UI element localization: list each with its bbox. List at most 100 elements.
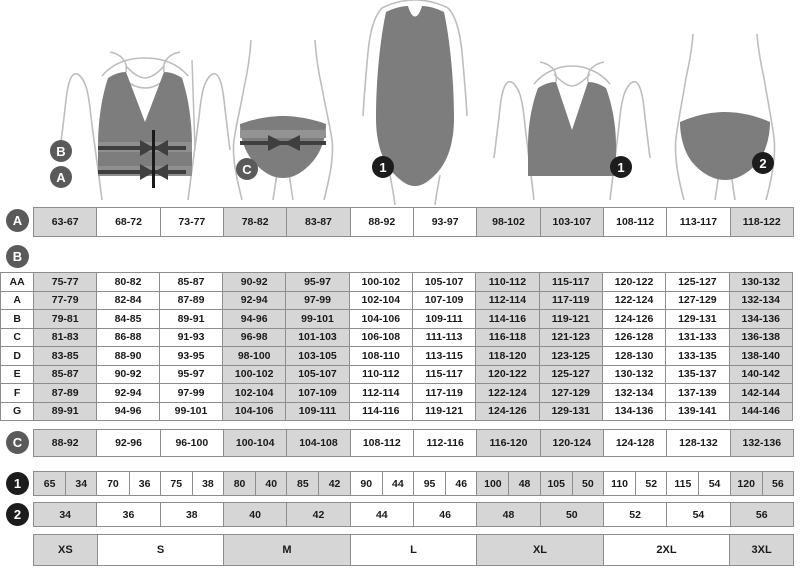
bikini-bottom-illustration: 2 <box>660 0 790 205</box>
row-c-cell: 132-136 <box>729 429 794 457</box>
row-b-cell: 123-125 <box>538 346 603 366</box>
row-1-cell-left: 100 <box>484 477 502 490</box>
row-1-cell-right: 48 <box>508 472 539 495</box>
row-b-cell: 109-111 <box>411 309 477 329</box>
row-1-cell-left: 120 <box>737 477 755 490</box>
bra-top-svg <box>493 61 651 201</box>
row-a-cell: 93-97 <box>412 207 478 237</box>
row-b-cell: 139-141 <box>665 401 730 421</box>
row-b-cell: 93-95 <box>158 346 224 366</box>
row-b-cell: 99-101 <box>285 309 350 329</box>
badge-b-figure: B <box>50 140 72 162</box>
row-b-cell: 111-113 <box>411 327 477 347</box>
row-b-cup-row: F 87-89 92-94 97-99 102-104 107-109 112-114 117… <box>0 383 794 403</box>
row-1-cell-left: 105 <box>547 477 565 490</box>
row-b-cell: 130-132 <box>728 272 794 292</box>
row-b-cell: 92-94 <box>96 383 160 403</box>
row-c-cell: 92-96 <box>96 429 161 457</box>
badge-a-figure: A <box>50 166 72 188</box>
row-2-cell: 50 <box>539 502 604 527</box>
row-b-cell: 100-102 <box>222 364 287 384</box>
row-b-cell: 103-105 <box>285 346 350 366</box>
row-b-cup-row: AA 75-77 80-82 85-87 90-92 95-97 100-102 105-10… <box>0 272 794 292</box>
row-b-cell: 107-109 <box>285 383 350 403</box>
row-b-cell: 114-116 <box>475 309 540 329</box>
row-1-cell-right: 34 <box>65 472 96 495</box>
row-b-cell: 86-88 <box>96 327 160 347</box>
row-a-cell: 78-82 <box>222 207 288 237</box>
row-1-cell: 85 42 <box>286 471 351 496</box>
row-b-cell: 124-126 <box>601 309 667 329</box>
hip-arrow-c <box>240 135 326 151</box>
row-b-cell: 112-114 <box>348 383 413 403</box>
row-1-cell: 90 44 <box>349 471 414 496</box>
row-1-cell-left: 110 <box>611 477 629 490</box>
row-a-cell: 118-122 <box>729 207 794 237</box>
row-b-cell: 79-81 <box>33 309 98 329</box>
row-b-cell: 95-97 <box>285 272 350 292</box>
row-1-cell-right: 52 <box>635 472 666 495</box>
row-b-cell: 132-134 <box>601 383 667 403</box>
row-b-cup-label: C <box>0 327 35 347</box>
row-b-cell: 109-111 <box>285 401 350 421</box>
size-cell: L <box>349 534 478 566</box>
row-b-cell: 100-102 <box>348 272 413 292</box>
row-b-cell: 112-114 <box>475 290 540 310</box>
row-2-cell: 38 <box>159 502 224 527</box>
row-b-cell: 124-126 <box>475 401 540 421</box>
row-b-cell: 90-92 <box>222 272 287 292</box>
row-a-cell: 88-92 <box>349 207 414 237</box>
row-b-cell: 119-121 <box>411 401 477 421</box>
row-b-cup-row: A 77-79 82-84 87-89 92-94 97-99 102-104 107-109… <box>0 290 794 310</box>
row-a-cell: 113-117 <box>666 207 731 237</box>
bikini-bottom-svg <box>674 33 776 201</box>
row-b-cell: 125-127 <box>665 272 730 292</box>
row-b-cell: 98-100 <box>222 346 287 366</box>
bust-arrow-b <box>98 140 186 156</box>
row-b-cell: 120-122 <box>601 272 667 292</box>
row-b-cell: 88-90 <box>96 346 160 366</box>
row-b-cell: 115-117 <box>538 272 603 292</box>
one-piece-svg <box>362 0 468 205</box>
row-b-cell: 82-84 <box>96 290 160 310</box>
row-c-cell: 104-108 <box>286 429 351 457</box>
row-b-cup-label: D <box>0 346 35 366</box>
row-b-cell: 115-117 <box>411 364 477 384</box>
row-b-cell: 85-87 <box>158 272 224 292</box>
row-b-cell: 87-89 <box>158 290 224 310</box>
row-b-cell: 105-107 <box>411 272 477 292</box>
row-b-cell: 135-137 <box>665 364 730 384</box>
row-a-cell: 98-102 <box>476 207 541 237</box>
row-b-cup-label: B <box>0 309 35 329</box>
row-1-cell: 80 40 <box>222 471 288 496</box>
row-b-cell: 94-96 <box>222 309 287 329</box>
row-c-cell: 116-120 <box>476 429 541 457</box>
row-size-cells: XS S M L XL 2XL 3XL <box>33 534 794 566</box>
row-b-cell: 118-120 <box>475 346 540 366</box>
row-b-cell: 126-128 <box>601 327 667 347</box>
row-b-cell: 134-136 <box>601 401 667 421</box>
row-b-cell: 105-107 <box>285 364 350 384</box>
row-2-cell: 42 <box>286 502 351 527</box>
row-2-cell: 52 <box>602 502 668 527</box>
row-label-2: 2 <box>6 503 29 526</box>
row-b-cell: 119-121 <box>538 309 603 329</box>
row-b-cell: 128-130 <box>601 346 667 366</box>
row-b-cell: 85-87 <box>33 364 98 384</box>
row-b-cell: 121-123 <box>538 327 603 347</box>
row-b-cell: 132-134 <box>728 290 794 310</box>
badge-2-figure: 2 <box>752 152 774 174</box>
row-1-cell: 115 54 <box>666 471 731 496</box>
row-b-cup-row: E 85-87 90-92 95-97 100-102 105-107 110-112 115… <box>0 364 794 384</box>
bust-underbust-illustration: B A <box>40 0 250 205</box>
row-a-cell: 103-107 <box>539 207 604 237</box>
row-1-cell: 100 48 <box>476 471 541 496</box>
row-b-cup-row: G 89-91 94-96 99-101 104-106 109-111 114-116 11… <box>0 401 794 421</box>
row-1-cell: 120 56 <box>729 471 794 496</box>
row-1-cell-left: 95 <box>423 477 436 490</box>
row-a-cell: 63-67 <box>33 207 98 237</box>
row-b-cell: 138-140 <box>728 346 794 366</box>
row-1-cell-right: 40 <box>255 472 286 495</box>
row-b-cell: 120-122 <box>475 364 540 384</box>
